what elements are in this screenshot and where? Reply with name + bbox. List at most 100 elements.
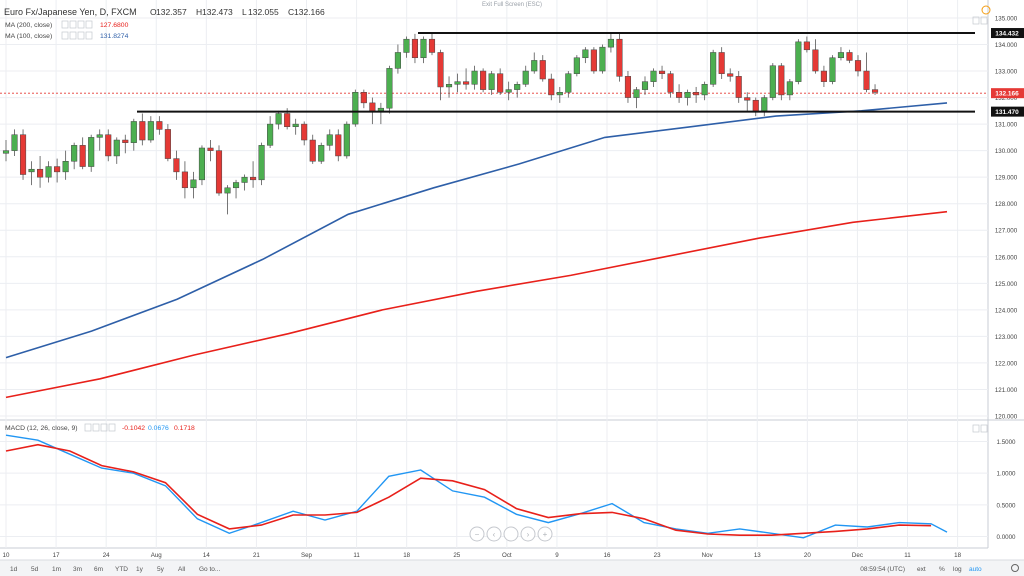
exit-fullscreen-link[interactable]: Exit Full Screen (ESC) xyxy=(482,2,542,8)
candle-body xyxy=(854,60,862,72)
ohlc-key: C xyxy=(288,7,294,17)
candle-body xyxy=(45,166,52,178)
ma200-legend[interactable]: MA (200, close) 127.6800 xyxy=(5,20,129,29)
time-tick-label: 18 xyxy=(954,552,961,559)
scale-toggle[interactable]: ext xyxy=(917,566,926,573)
macd-tick-label: 1.0000 xyxy=(997,471,1016,478)
time-tick-label: 17 xyxy=(53,552,60,559)
candle-body xyxy=(837,52,845,59)
candle-body xyxy=(360,92,367,104)
candle-body xyxy=(403,38,410,53)
eye-icon[interactable] xyxy=(61,31,69,40)
candle-body xyxy=(812,49,819,72)
scroll-left-icon[interactable] xyxy=(486,526,502,542)
collapse-icon[interactable] xyxy=(980,16,988,25)
last-price-badge: 132.166 xyxy=(991,88,1024,99)
pane-maximize-buttons[interactable] xyxy=(972,16,988,433)
ma100-label: MA (100, close) xyxy=(5,33,52,40)
time-tick-label: Oct xyxy=(502,552,512,559)
reset-icon[interactable] xyxy=(503,526,519,542)
candle-body xyxy=(514,84,521,90)
price-tick-label: 134.000 xyxy=(995,42,1018,49)
range-button[interactable]: Go to... xyxy=(199,566,221,573)
candle-body xyxy=(522,70,529,85)
candle-body xyxy=(701,84,708,96)
range-button[interactable]: 5d xyxy=(31,566,39,573)
eye-icon[interactable] xyxy=(61,20,69,29)
settings-icon[interactable] xyxy=(1011,564,1019,572)
collapse-icon[interactable] xyxy=(980,424,988,433)
candle-body xyxy=(607,38,614,48)
eye-icon[interactable] xyxy=(84,423,92,432)
grid xyxy=(0,0,988,548)
macd-tick-label: 0.0000 xyxy=(997,534,1016,541)
gear-icon[interactable] xyxy=(69,31,77,40)
alert-clock-icon[interactable] xyxy=(981,5,991,15)
candle-body xyxy=(37,168,44,178)
more-icon[interactable] xyxy=(85,31,93,40)
maximize-icon[interactable] xyxy=(972,16,980,25)
range-button[interactable]: 5y xyxy=(157,566,165,573)
scale-toggle[interactable]: log xyxy=(953,566,962,573)
candle-body xyxy=(62,161,69,173)
utc-clock[interactable]: 08:59:54 (UTC) xyxy=(860,566,905,573)
candle-body xyxy=(318,145,325,162)
range-button[interactable]: YTD xyxy=(115,566,128,573)
close-icon[interactable] xyxy=(77,20,85,29)
price-axis-panel[interactable] xyxy=(988,0,1024,548)
symbol-legend[interactable]: Euro Fx/Japanese Yen, D, FXCM xyxy=(4,7,137,17)
gear-icon[interactable] xyxy=(69,20,77,29)
ma100-legend[interactable]: MA (100, close) 131.8274 xyxy=(5,31,129,40)
navigation-controls[interactable]: − ‹ › + xyxy=(469,526,553,542)
candle-body xyxy=(386,68,393,109)
macd-settings-buttons[interactable] xyxy=(84,423,116,432)
macd-line xyxy=(5,434,948,539)
ma100-settings-buttons[interactable] xyxy=(61,31,93,40)
time-tick-label: 10 xyxy=(3,552,10,559)
candle-body xyxy=(113,139,120,157)
candle-body xyxy=(301,123,308,141)
ma200-settings-buttons[interactable] xyxy=(61,20,93,29)
scroll-right-icon[interactable] xyxy=(520,526,536,542)
zoom-out-icon[interactable] xyxy=(469,526,485,542)
range-button[interactable]: 6m xyxy=(94,566,103,573)
candle-body xyxy=(377,107,384,112)
candle-body xyxy=(650,70,657,82)
candle-body xyxy=(207,147,214,151)
time-tick-label: 11 xyxy=(904,552,911,559)
maximize-icon[interactable] xyxy=(972,424,980,433)
candle-body xyxy=(190,179,197,189)
range-button[interactable]: 1d xyxy=(10,566,18,573)
close-icon[interactable] xyxy=(100,423,108,432)
candle-body xyxy=(335,134,342,157)
more-icon[interactable] xyxy=(85,20,93,29)
candle-body xyxy=(693,92,700,96)
range-button[interactable]: 1y xyxy=(136,566,144,573)
range-button[interactable]: 1m xyxy=(52,566,61,573)
candle-body xyxy=(164,129,171,159)
zoom-in-icon[interactable] xyxy=(537,526,553,542)
candle-body xyxy=(480,70,487,90)
price-tick-label: 122.000 xyxy=(995,360,1018,367)
minus-glyph: − xyxy=(475,530,480,539)
scale-toggle[interactable]: auto xyxy=(969,566,982,573)
scale-toggle[interactable]: % xyxy=(939,566,945,573)
candle-body xyxy=(19,134,27,175)
gear-icon[interactable] xyxy=(92,423,100,432)
close-icon[interactable] xyxy=(77,31,85,40)
candle-body xyxy=(735,76,742,98)
range-button[interactable]: All xyxy=(178,566,186,573)
candle-body xyxy=(88,137,95,167)
more-icon[interactable] xyxy=(108,423,116,432)
price-axis: 135.000 134.000 133.000 132.000 131.000 130.0… xyxy=(995,15,1018,420)
candle-body xyxy=(147,121,154,141)
candle-body xyxy=(752,99,759,112)
price-tick-label: 126.000 xyxy=(995,254,1018,261)
macd-legend[interactable]: MACD (12, 26, close, 9) -0.1042 0.0676 0.1… xyxy=(5,423,195,432)
candle-body xyxy=(624,76,632,98)
range-button[interactable]: 3m xyxy=(73,566,82,573)
macd-tick-label: 1.5000 xyxy=(997,439,1016,446)
candle-body xyxy=(224,187,231,194)
time-tick-label: 20 xyxy=(804,552,811,559)
